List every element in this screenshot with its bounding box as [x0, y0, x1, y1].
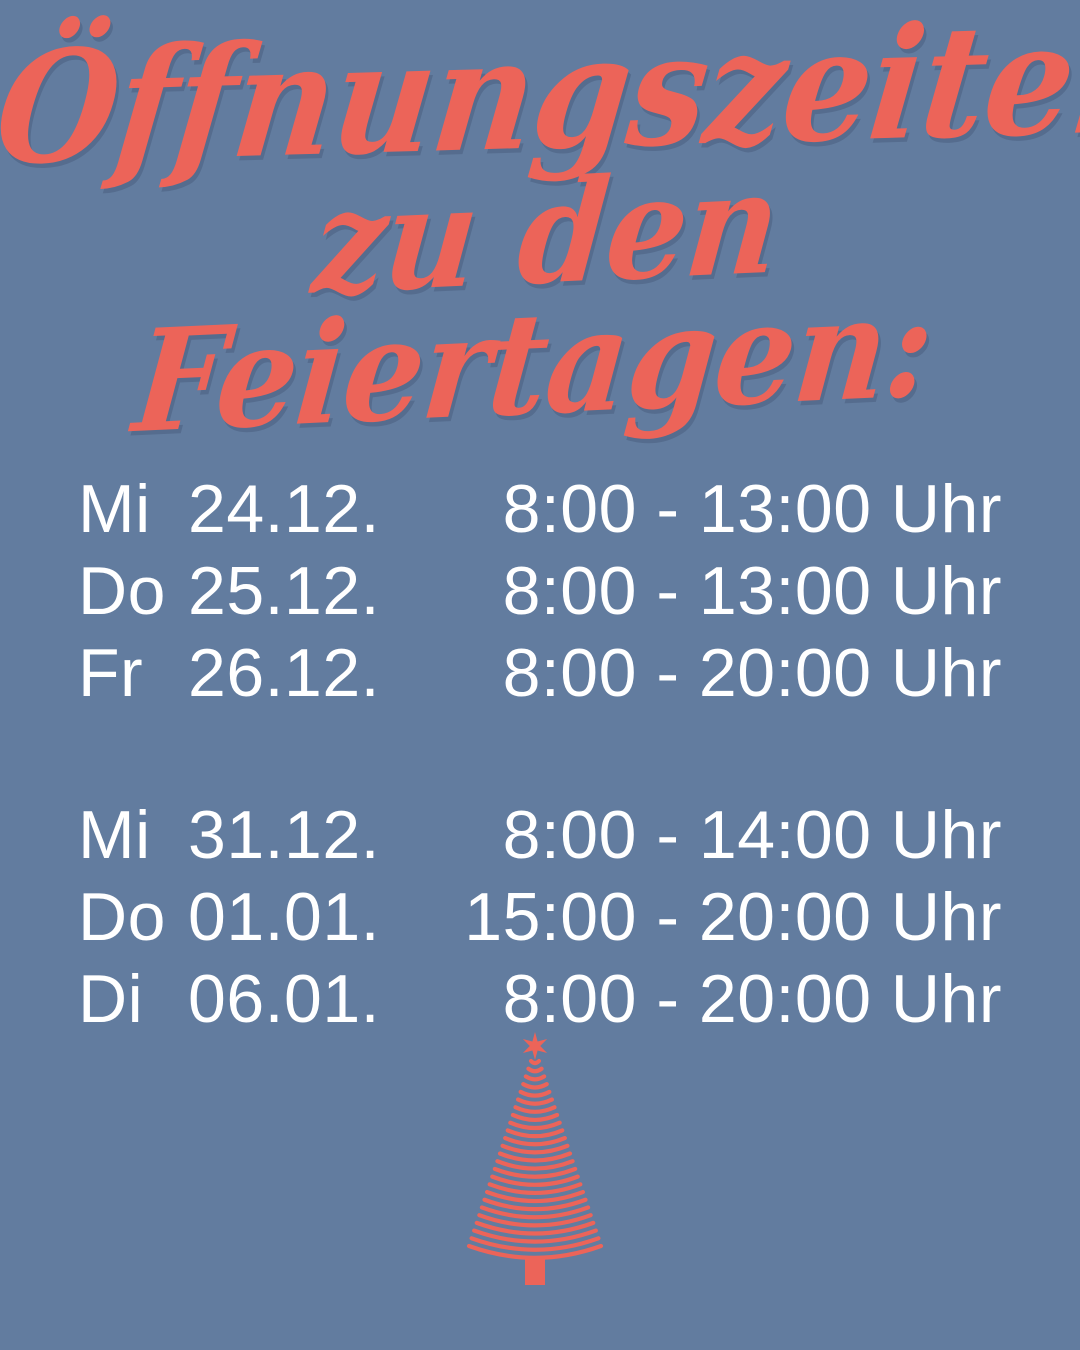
christmas-tree-icon	[440, 1025, 640, 1305]
tree-ring	[479, 1205, 591, 1220]
tree-ring	[487, 1182, 583, 1196]
page-title: Öffnungszeiten zu den Feiertagen:	[0, 0, 1080, 465]
schedule-group-separator	[78, 714, 1002, 794]
tree-ring	[477, 1213, 593, 1228]
tree-ring	[518, 1089, 552, 1098]
tree-ring	[505, 1128, 565, 1139]
table-row: Mi 24.12. 8:00 - 13:00 Uhr	[78, 468, 1002, 550]
row-date-label: 24.12.	[188, 471, 381, 547]
tree-ring	[469, 1236, 601, 1252]
christmas-tree-graphic	[466, 1032, 604, 1285]
tree-ring	[503, 1135, 567, 1147]
tree-ring	[528, 1058, 542, 1066]
schedule-group-christmas: Mi 24.12. 8:00 - 13:00 Uhr Do 25.12. 8:0…	[78, 468, 1002, 714]
tree-ring	[492, 1166, 578, 1179]
tree-ring	[474, 1220, 596, 1236]
tree-ring	[526, 1066, 544, 1074]
tree-ring	[472, 1228, 598, 1244]
tree-ring	[497, 1151, 573, 1163]
row-date-label: 25.12.	[188, 553, 381, 629]
table-row: Fr 26.12. 8:00 - 20:00 Uhr	[78, 632, 1002, 714]
row-time-label: 15:00 - 20:00 Uhr	[464, 879, 1002, 955]
tree-trunk	[525, 1257, 545, 1285]
row-date-label: 01.01.	[188, 879, 381, 955]
page-title-line-1: Öffnungszeiten	[0, 0, 1080, 200]
tree-ring-group	[466, 1058, 604, 1260]
tree-ring	[513, 1105, 557, 1114]
table-row: Do 01.01. 15:00 - 20:00 Uhr	[78, 876, 1002, 958]
tree-ring	[500, 1143, 570, 1155]
tree-ring	[515, 1097, 555, 1106]
row-time-label: 8:00 - 14:00 Uhr	[502, 797, 1002, 873]
row-day-label: Fr	[78, 635, 144, 711]
row-day-label: Di	[78, 961, 144, 1037]
tree-ring	[482, 1197, 588, 1212]
tree-ring	[523, 1074, 547, 1082]
tree-ring	[490, 1174, 580, 1187]
row-time-label: 8:00 - 13:00 Uhr	[502, 471, 1002, 547]
row-day-label: Do	[78, 879, 166, 955]
row-date-label: 06.01.	[188, 961, 381, 1037]
row-time-label: 8:00 - 20:00 Uhr	[502, 635, 1002, 711]
row-time-label: 8:00 - 20:00 Uhr	[502, 961, 1002, 1037]
tree-ring	[484, 1189, 586, 1204]
row-day-label: Mi	[78, 797, 151, 873]
table-row: Mi 31.12. 8:00 - 14:00 Uhr	[78, 794, 1002, 876]
row-date-label: 31.12.	[188, 797, 381, 873]
schedule-group-new-year: Mi 31.12. 8:00 - 14:00 Uhr Do 01.01. 15:…	[78, 794, 1002, 1040]
tree-ring	[510, 1112, 560, 1123]
table-row: Di 06.01. 8:00 - 20:00 Uhr	[78, 958, 1002, 1040]
row-date-label: 26.12.	[188, 635, 381, 711]
table-row: Do 25.12. 8:00 - 13:00 Uhr	[78, 550, 1002, 632]
tree-ring	[521, 1082, 549, 1090]
row-day-label: Do	[78, 553, 166, 629]
row-day-label: Mi	[78, 471, 151, 547]
row-time-label: 8:00 - 13:00 Uhr	[502, 553, 1002, 629]
tree-ring	[508, 1120, 562, 1131]
six-point-star-icon	[522, 1032, 548, 1060]
page-title-line-2: zu den Feiertagen:	[127, 140, 941, 466]
tree-ring	[495, 1159, 575, 1171]
opening-hours-table: Mi 24.12. 8:00 - 13:00 Uhr Do 25.12. 8:0…	[78, 468, 1002, 1040]
